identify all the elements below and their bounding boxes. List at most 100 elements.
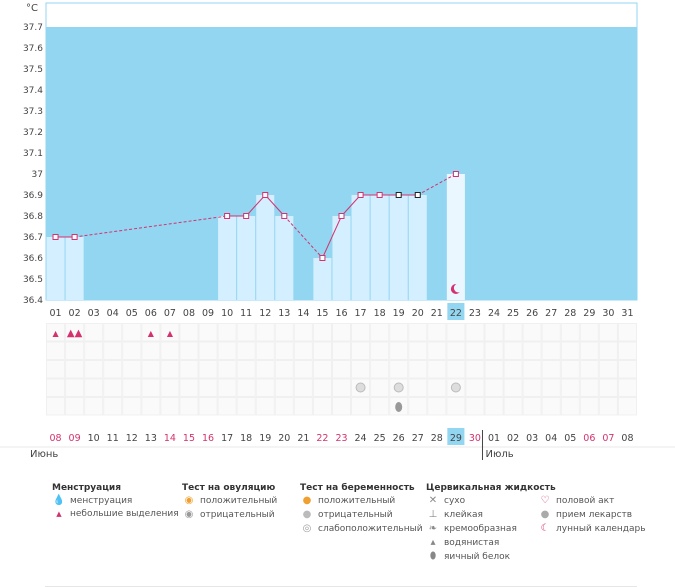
calendar-date-label: 03 [526,433,538,444]
temperature-bar [370,195,389,300]
cycle-day-label: 05 [126,308,138,319]
event-cell [427,323,447,342]
event-cell [617,341,638,360]
event-cell [274,323,294,342]
legend-item: ● положительный [300,495,396,506]
event-cell [484,360,504,379]
event-cell [484,378,504,397]
calendar-date-label: 16 [202,433,214,444]
event-cell [408,397,428,416]
y-tick-label: 36.5 [23,275,43,285]
ovulation-positive-icon: ◉ [184,495,194,506]
cycle-day-label: 21 [431,308,443,319]
temperature-bar [46,237,65,300]
calendar-date-label: 24 [355,433,367,444]
calendar-date-label: 30 [469,433,481,444]
event-cell [598,378,618,397]
event-cell [465,397,485,416]
event-cell [446,341,466,360]
calendar-date-label: 02 [507,433,519,444]
cycle-day-label: 14 [297,308,309,319]
event-cell [217,360,237,379]
temperature-bar [332,216,351,300]
cycle-day-label: 04 [107,308,119,319]
calendar-date-label: 23 [335,433,347,444]
event-cell [122,378,142,397]
event-cell [351,323,371,342]
temperature-bar [237,216,256,300]
drop-heavy-icon: 💧 [52,495,66,506]
temperature-chart: °C 36.4 36.5 36.6 36.7 36.8 36.9 37 37.1 37.2 37.3… [0,2,675,460]
event-cell [541,341,561,360]
event-cell [46,360,66,379]
event-cell [351,397,371,416]
event-cell [122,397,142,416]
legend-item: ◉ положительный [182,495,278,506]
drop-heavy-icon: ▲▲ [67,328,83,339]
event-cell [65,378,85,397]
event-cell [179,360,199,379]
calendar-date-label: 26 [393,433,405,444]
cycle-day-label: 25 [507,308,519,319]
event-cell [579,323,599,342]
legend-item: ◎ слабоположительный [300,523,423,534]
cycle-day-label: 26 [526,308,538,319]
event-cell [141,341,161,360]
calendar-date-label: 08 [621,433,633,444]
event-cell [312,323,332,342]
day-highlight [447,303,465,320]
y-tick-label: 37.5 [23,65,43,75]
cycle-day-label: 27 [545,308,557,319]
event-cell [84,397,104,416]
temperature-bar [256,195,275,300]
event-cell [370,360,390,379]
cycle-day-label: 22 [450,308,462,319]
event-cell [179,341,199,360]
event-cell [236,397,256,416]
event-cell [84,378,104,397]
event-cell [427,397,447,416]
calendar-date-label: 27 [412,433,424,444]
legend-item: 💧 менструация [52,495,133,506]
event-cell [103,397,123,416]
y-tick-label: 36.4 [23,296,43,306]
legend-item: ▲ небольшие выделения [52,509,178,519]
pregnancy-weak-icon: ◎ [302,523,312,534]
legend-item: ☾ лунный календарь [538,523,646,534]
event-cell [160,341,180,360]
event-cell [522,360,542,379]
event-cell [503,323,523,342]
ovulation-negative-icon: ◉ [184,509,194,520]
event-cell [598,397,618,416]
y-tick-label: 37.7 [23,23,43,33]
event-cell [255,323,275,342]
calendar-date-label: 12 [126,433,138,444]
event-cell [312,341,332,360]
legend-item: ◉ отрицательный [182,509,275,520]
event-cell [389,341,409,360]
legend-title-ovulation: Тест на овуляцию [182,483,276,493]
pregnancy-negative-icon [355,382,366,393]
event-cell [465,323,485,342]
y-tick-label: 37.3 [23,107,43,117]
watery-icon [395,402,403,412]
cycle-day-label: 18 [374,308,386,319]
event-cell [312,360,332,379]
event-cell [84,360,104,379]
cycle-day-label: 15 [316,308,328,319]
temperature-point [376,192,383,198]
event-cell [560,323,580,342]
event-cell [217,341,237,360]
event-cell [617,397,638,416]
event-cell [560,360,580,379]
temperature-line-segment [264,194,285,217]
legend-item: ⬮ яичный белок [426,551,510,562]
date-highlight [447,428,465,445]
event-cell [465,378,485,397]
calendar-date-label: 17 [221,433,233,444]
event-cell [617,360,638,379]
event-cell [293,397,313,416]
event-cell [293,360,313,379]
creamy-icon: ❧ [428,523,438,534]
pregnancy-positive-icon: ● [302,495,312,506]
